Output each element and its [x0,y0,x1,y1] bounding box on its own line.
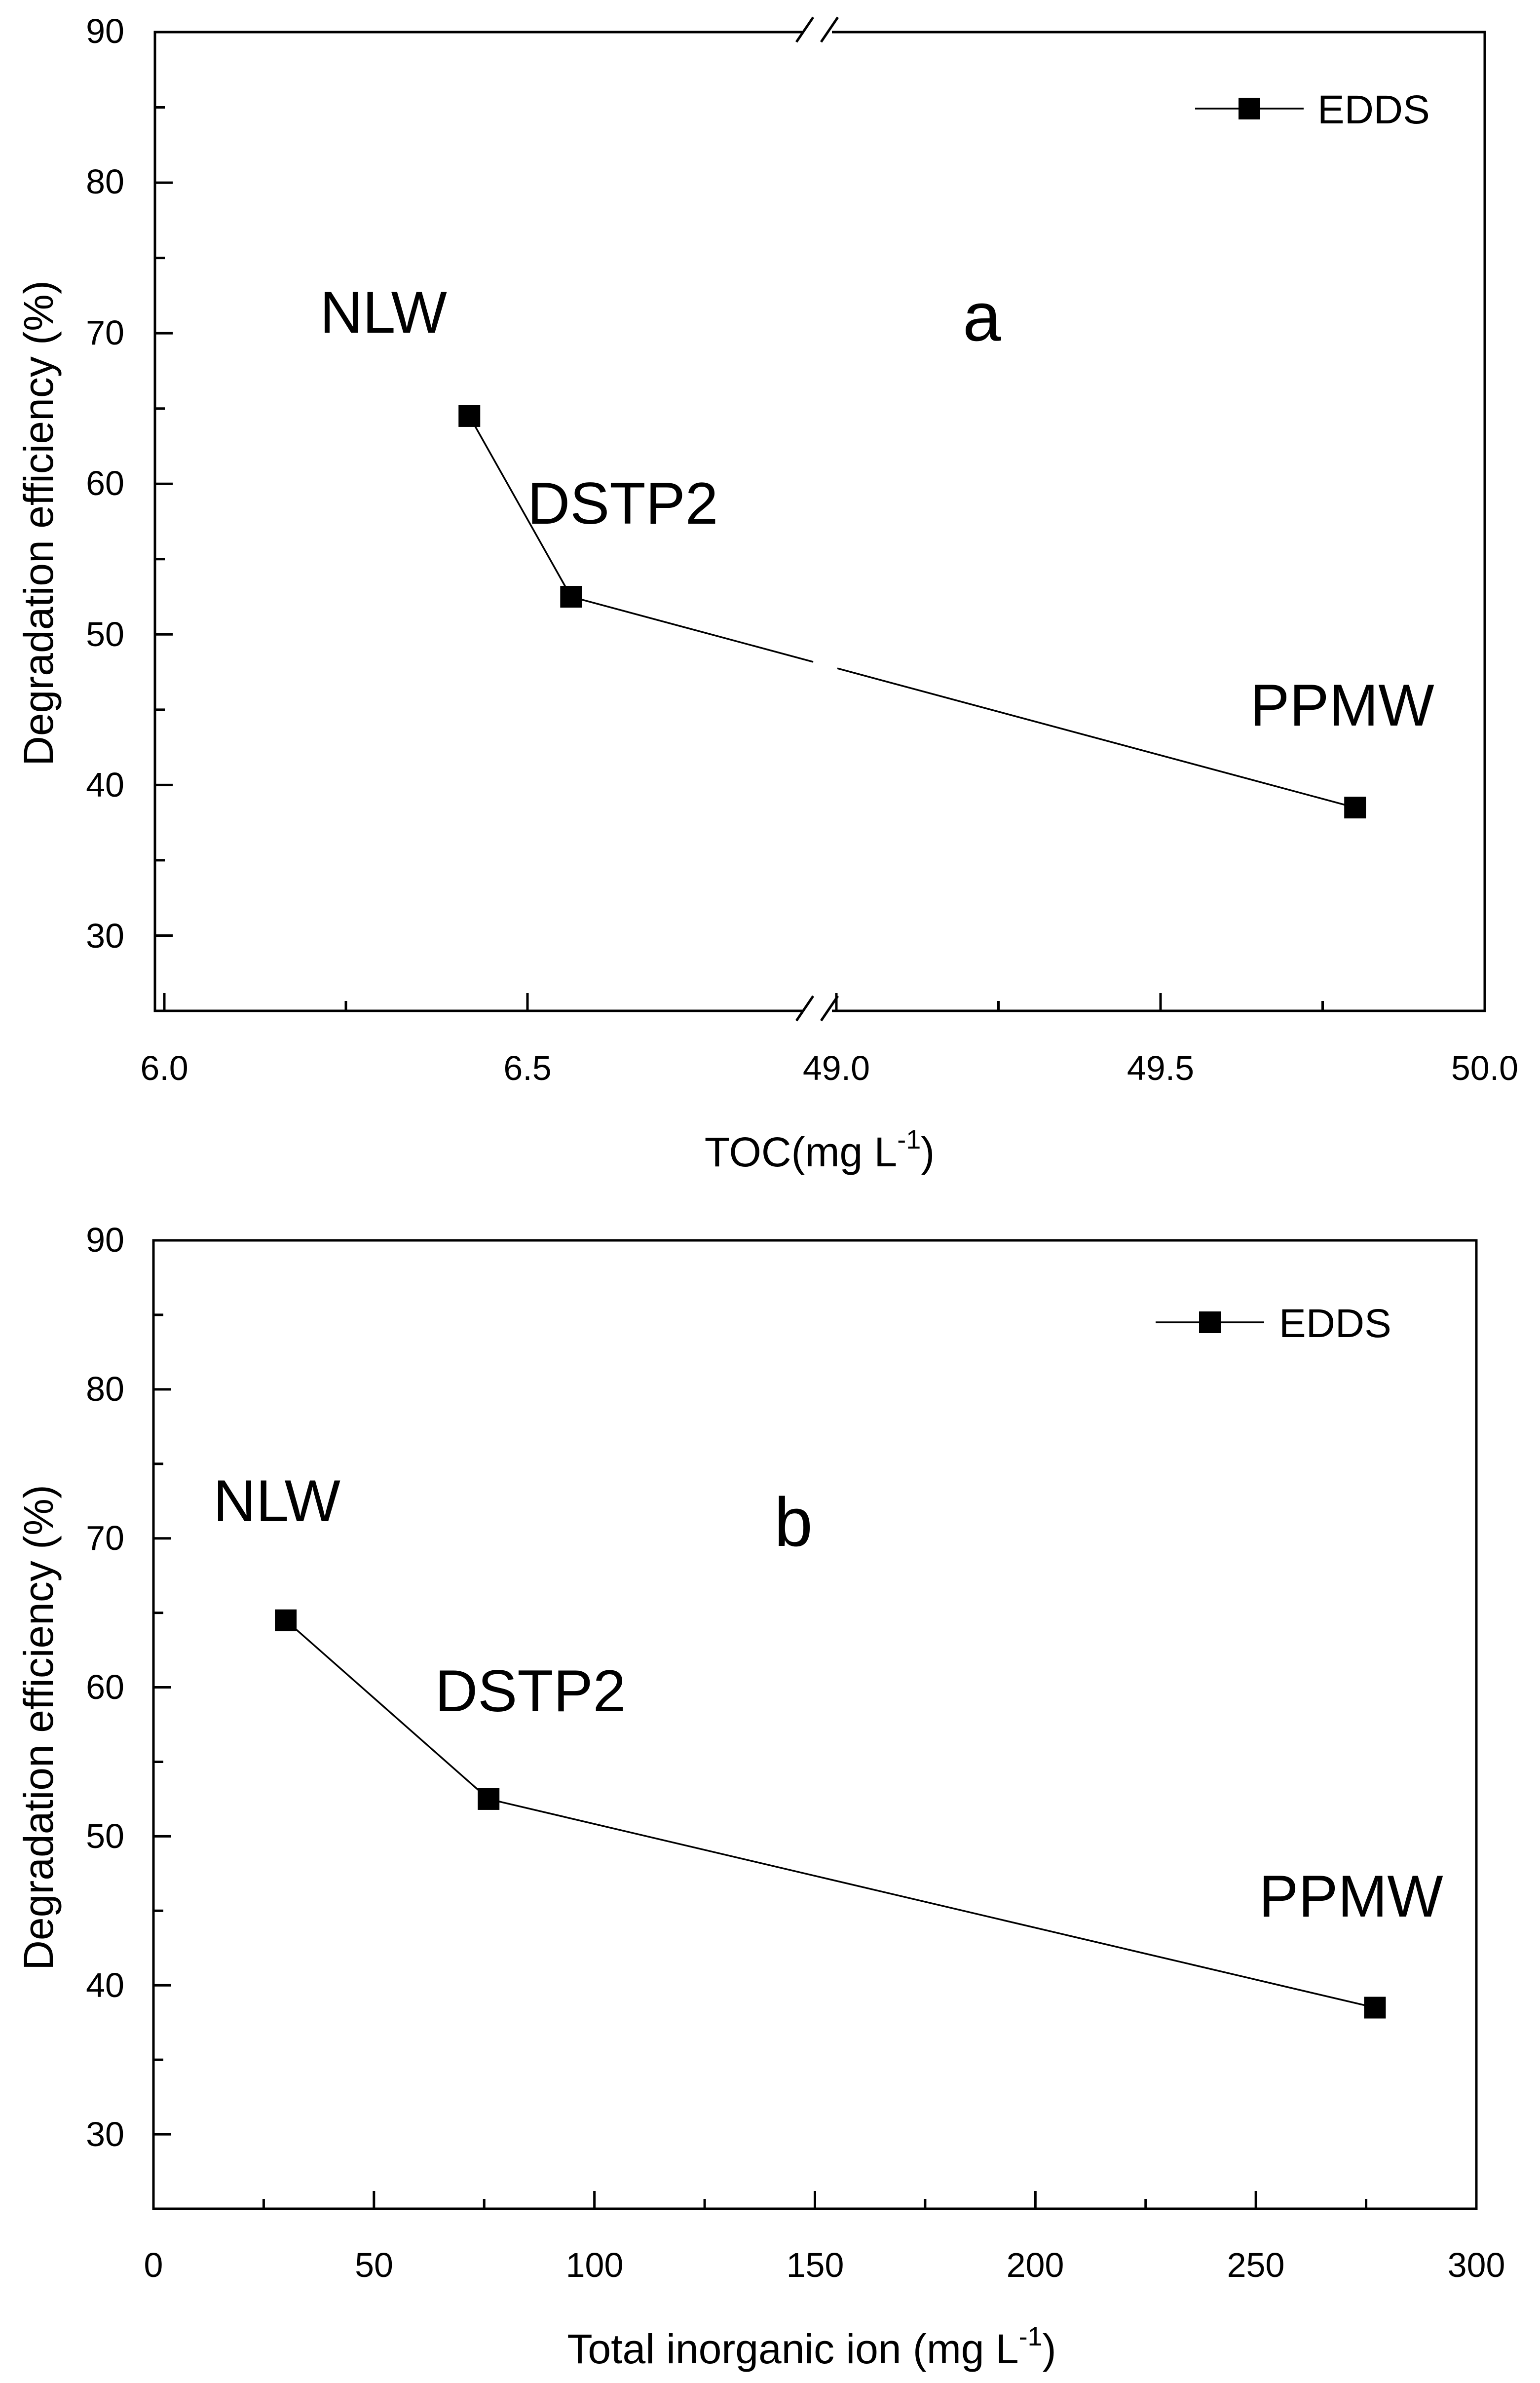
panel-b-x-axis-title-sup: -1 [1019,2322,1043,2351]
panel-b-ytick-label: 70 [86,1519,124,1557]
panel-a-xtick-label: 49.5 [1127,1049,1194,1087]
panel-a-xtick-label: 50.0 [1451,1049,1518,1087]
panel-a-ticks [155,31,1486,1011]
panel-b-legend-marker [1199,1311,1221,1333]
panel-a-point-label-dstp2: DSTP2 [527,470,718,537]
panel-b-ytick-label: 30 [86,2115,124,2153]
panel-a-ytick-label: 80 [86,162,124,201]
panel-a-ytick-label: 70 [86,313,124,352]
panel-b-xtick-label: 300 [1448,2246,1505,2284]
panel-a-legend: EDDS [1195,87,1430,132]
panel-b-marker-nlw [275,1609,297,1631]
panel-b-x-axis-title-close: ) [1043,2326,1056,2372]
panel-b-ytick-label: 60 [86,1668,124,1706]
panel-a-line-break-gap [813,655,839,671]
panel-b-xtick-label: 200 [1007,2246,1064,2284]
panel-b-point-label-nlw: NLW [213,1468,340,1534]
panel-a-marker-nlw [458,405,481,427]
panel-a-axis-break [795,16,839,1023]
panel-a-ytick-label: 90 [86,12,124,50]
panel-a-xtick-label: 6.5 [503,1049,551,1087]
panel-b-xtick-label: 50 [355,2246,393,2284]
panel-b-xtick-label: 0 [144,2246,163,2284]
panel-a-marker-ppmw [1344,797,1366,819]
panel-a-x-axis-title-text: TOC(mg L [705,1129,898,1175]
panel-b-ytick-label: 50 [86,1817,124,1855]
panel-a-xtick-label: 6.0 [140,1049,188,1087]
panel-a-ytick-label: 50 [86,615,124,653]
panel-b-letter: b [774,1483,813,1561]
panel-a-ytick-label: 60 [86,464,124,502]
panel-a-x-axis-title-close: ) [921,1129,935,1175]
panel-b-legend: EDDS [1156,1301,1391,1346]
panel-a-ytick-label: 40 [86,766,124,804]
panel-a-legend-marker [1239,98,1260,119]
panel-b-xtick-label: 100 [566,2246,624,2284]
panel-b-legend-label: EDDS [1279,1301,1391,1346]
panel-a: 30 40 50 60 70 80 90 6.0 6.5 49.0 49.5 5… [15,12,1518,1175]
panel-b-ytick-label: 90 [86,1221,124,1259]
panel-b-x-axis-title: Total inorganic ion (mg L-1) [567,2322,1056,2372]
panel-b-ytick-label: 80 [86,1370,124,1408]
panel-a-point-label-ppmw: PPMW [1250,672,1434,738]
panel-a-legend-label: EDDS [1317,87,1430,132]
panel-b-y-axis-title: Degradation efficiency (%) [15,1485,62,1970]
panel-a-marker-dstp2 [560,586,582,608]
panel-b-marker-ppmw [1364,1997,1386,2019]
panel-a-letter: a [963,278,1001,355]
panel-a-x-axis-title: TOC(mg L-1) [705,1125,935,1175]
panel-b-x-axis-title-text: Total inorganic ion (mg L [567,2326,1018,2372]
panel-b-xtick-label: 150 [787,2246,844,2284]
panel-b: 30 40 50 60 70 80 90 0 50 100 150 200 25… [15,1221,1505,2372]
panel-a-xtick-label: 49.0 [803,1049,870,1087]
panel-a-point-label-nlw: NLW [320,279,447,346]
panel-a-x-axis-title-sup: -1 [897,1125,921,1154]
panel-b-ticks [152,1239,1478,2209]
panel-a-ytick-label: 30 [86,917,124,955]
panel-a-y-axis-title: Degradation efficiency (%) [15,280,62,766]
panel-b-point-label-ppmw: PPMW [1259,1863,1443,1929]
panel-b-ytick-label: 40 [86,1966,124,2004]
panel-b-point-label-dstp2: DSTP2 [435,1658,626,1724]
panel-b-marker-dstp2 [478,1788,500,1810]
panel-b-xtick-label: 250 [1227,2246,1285,2284]
